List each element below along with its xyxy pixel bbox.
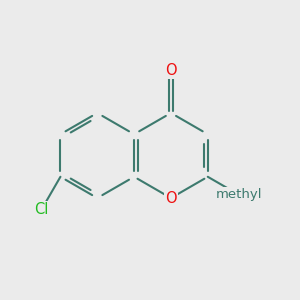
- Text: O: O: [165, 190, 177, 206]
- Text: methyl: methyl: [216, 188, 262, 201]
- Text: O: O: [165, 63, 177, 78]
- Text: Cl: Cl: [34, 202, 49, 217]
